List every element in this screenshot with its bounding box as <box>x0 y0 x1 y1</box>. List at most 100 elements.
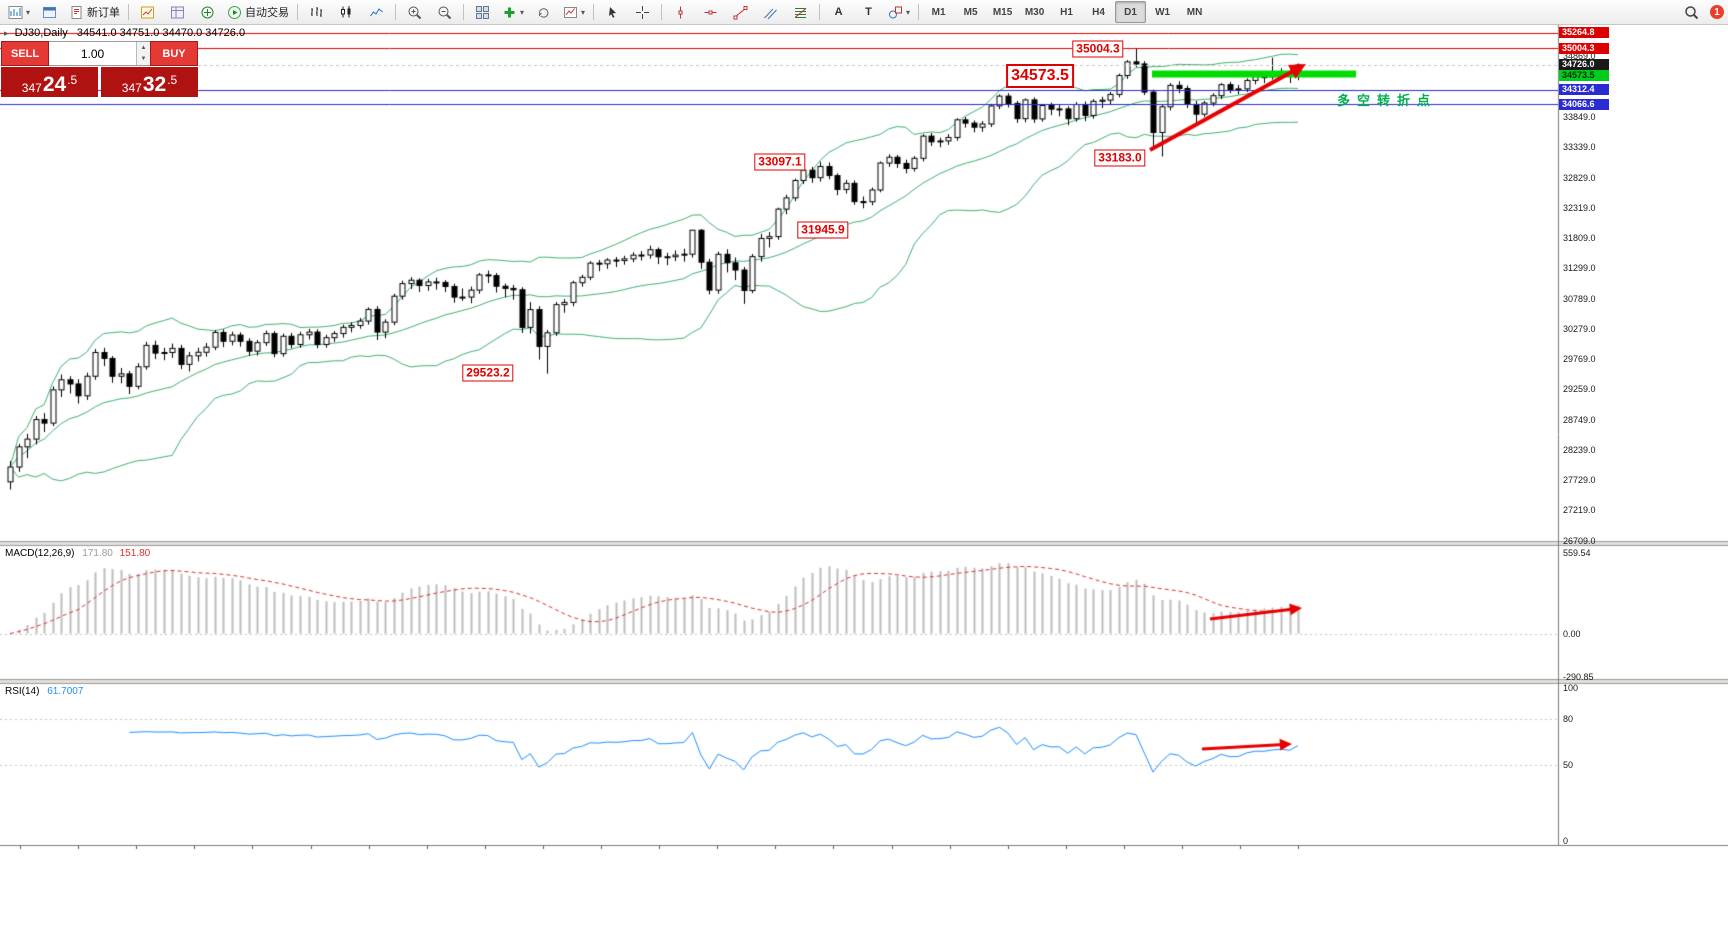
toolbar-separator <box>395 4 397 20</box>
time-axis[interactable]: Nov 202013 Nov 202023 Nov 20202 Dec 2020… <box>0 846 1558 862</box>
chart-title: ▸ DJ30,Daily 34541.0 34751.0 34470.0 347… <box>4 27 245 39</box>
price-tick-label: 32829.0 <box>1563 172 1596 183</box>
volume-value[interactable]: 1.00 <box>80 46 105 61</box>
price-tick-label: 30789.0 <box>1563 293 1596 304</box>
auto-scroll-button[interactable] <box>529 1 558 23</box>
timeframe-button-m30[interactable]: M30 <box>1024 6 1045 18</box>
rsi-value: 61.7007 <box>47 686 84 697</box>
rsi-axis-label: 0 <box>1563 836 1569 846</box>
market-watch-button[interactable] <box>133 1 162 23</box>
macd-pane-header: MACD(12,26,9) 171.80 151.80 <box>5 548 150 559</box>
new-chart-button[interactable]: ▾ <box>4 1 34 23</box>
zoom-out-button[interactable] <box>430 1 459 23</box>
price-marker-34312.4: 34312.4 <box>1559 84 1609 95</box>
price-callout-31945.9[interactable]: 31945.9 <box>797 221 849 239</box>
price-marker-35004.3: 35004.3 <box>1559 42 1609 54</box>
horizontal-line-tool[interactable] <box>696 1 725 23</box>
toolbar-separator <box>128 4 130 20</box>
price-tick-label: 27219.0 <box>1563 505 1596 516</box>
price-tick-label: 29259.0 <box>1563 384 1596 395</box>
line-chart-type-button[interactable] <box>362 1 391 23</box>
channel-tool[interactable] <box>756 1 785 23</box>
timeframe-button-mn[interactable]: MN <box>1186 6 1203 18</box>
price-tick-label: 33849.0 <box>1563 112 1596 122</box>
ask-price-display[interactable]: 347 32.5 <box>101 67 198 97</box>
data-window-button[interactable] <box>163 1 192 23</box>
cursor-tool-button[interactable] <box>598 1 627 23</box>
navigator-button[interactable] <box>193 1 222 23</box>
price-tick-label: 28749.0 <box>1563 414 1596 425</box>
autotrading-button[interactable]: 自动交易 <box>223 1 293 23</box>
shapes-tool[interactable]: ▾ <box>884 1 914 23</box>
crosshair-tool-button[interactable] <box>628 1 657 23</box>
price-tick-label: 29769.0 <box>1563 354 1596 365</box>
chart-window-button[interactable] <box>35 1 64 23</box>
price-tick-label: 30279.0 <box>1563 323 1596 334</box>
rsi-axis-label: 50 <box>1563 759 1574 770</box>
one-click-trade-panel: SELL 1.00 ▲ ▼ BUY 347 24.5 347 32.5 <box>1 41 198 97</box>
price-callout-35004.3[interactable]: 35004.3 <box>1072 40 1124 58</box>
timeframe-button-w1[interactable]: W1 <box>1155 6 1171 18</box>
price-tick-label: 26709.0 <box>1563 535 1596 546</box>
price-marker-34726.0: 34726.0 <box>1559 59 1609 71</box>
candle-chart-type-button[interactable] <box>332 1 361 23</box>
toolbar-separator <box>661 4 663 20</box>
price-callout-33097.1[interactable]: 33097.1 <box>754 153 806 171</box>
price-tick-label: 34869.0 <box>1563 51 1596 62</box>
symbol-period-label: DJ30,Daily <box>14 27 68 39</box>
price-tick-label: 31299.0 <box>1563 263 1596 274</box>
rsi-axis-label: 100 <box>1563 683 1579 693</box>
timeframe-button-d1[interactable]: D1 <box>1115 1 1147 23</box>
macd-axis-label: 559.54 <box>1563 547 1591 558</box>
price-callout-33183.0[interactable]: 33183.0 <box>1094 149 1146 167</box>
macd-axis-label: 0.00 <box>1563 629 1581 640</box>
notification-badge[interactable]: 1 <box>1710 5 1724 19</box>
buy-button[interactable]: BUY <box>150 41 198 66</box>
volume-down-button[interactable]: ▼ <box>137 53 150 65</box>
rsi-axis-label: 80 <box>1563 713 1574 724</box>
macd-axis-label: -290.85 <box>1563 671 1594 682</box>
label-tool[interactable]: T <box>865 6 872 18</box>
timeframe-button-m5[interactable]: M5 <box>963 6 978 18</box>
vertical-line-tool[interactable] <box>666 1 695 23</box>
toolbar-separator <box>297 4 299 20</box>
new-order-button[interactable]: 新订单 <box>65 1 124 23</box>
volume-field[interactable]: 1.00 ▲ ▼ <box>49 41 150 66</box>
price-tick-label: 28239.0 <box>1563 444 1596 455</box>
price-tick-label: 33339.0 <box>1563 142 1596 153</box>
timeframe-button-m1[interactable]: M1 <box>931 6 946 18</box>
fibonacci-tool[interactable] <box>786 1 815 23</box>
bar-chart-type-button[interactable] <box>302 1 331 23</box>
macd-signal-value: 151.80 <box>119 548 151 559</box>
zoom-in-button[interactable] <box>400 1 429 23</box>
tile-windows-button[interactable] <box>468 1 497 23</box>
turning-point-note[interactable]: 多空转折点 <box>1337 93 1438 108</box>
toolbar-separator <box>463 4 465 20</box>
price-marker-34573.5: 34573.5 <box>1559 70 1609 82</box>
volume-up-button[interactable]: ▲ <box>137 42 150 54</box>
toolbar-separator <box>918 4 920 20</box>
main-toolbar: ▾ 新订单 自动交易 ▾ ▾ A T ▾ M1 M5 M15 M30 H1 H4 D1 W1 MN 1 <box>0 0 1728 25</box>
bid-price-display[interactable]: 347 24.5 <box>1 67 98 97</box>
timeframe-button-m15[interactable]: M15 <box>992 6 1013 18</box>
collapse-icon[interactable]: ▸ <box>4 28 9 38</box>
price-tick-label: 31809.0 <box>1563 233 1596 244</box>
macd-title: MACD(12,26,9) <box>5 548 75 559</box>
text-tool[interactable]: A <box>834 6 843 18</box>
timeframe-button-h4[interactable]: H4 <box>1092 6 1105 18</box>
ohlc-values: 34541.0 34751.0 34470.0 34726.0 <box>76 27 246 39</box>
trendline-tool[interactable] <box>726 1 755 23</box>
price-callout-34573.5[interactable]: 34573.5 <box>1006 64 1074 88</box>
indicators-button[interactable]: ▾ <box>498 1 528 23</box>
price-callout-29523.2[interactable]: 29523.2 <box>462 364 514 382</box>
timeframe-button-h1[interactable]: H1 <box>1060 6 1073 18</box>
toolbar-separator <box>593 4 595 20</box>
search-button[interactable] <box>1677 1 1706 23</box>
price-tick-label: 32319.0 <box>1563 202 1596 213</box>
sell-button[interactable]: SELL <box>1 41 49 66</box>
price-tick-label: 27729.0 <box>1563 475 1596 486</box>
templates-button[interactable]: ▾ <box>559 1 589 23</box>
price-marker-35264.8: 35264.8 <box>1559 27 1609 39</box>
